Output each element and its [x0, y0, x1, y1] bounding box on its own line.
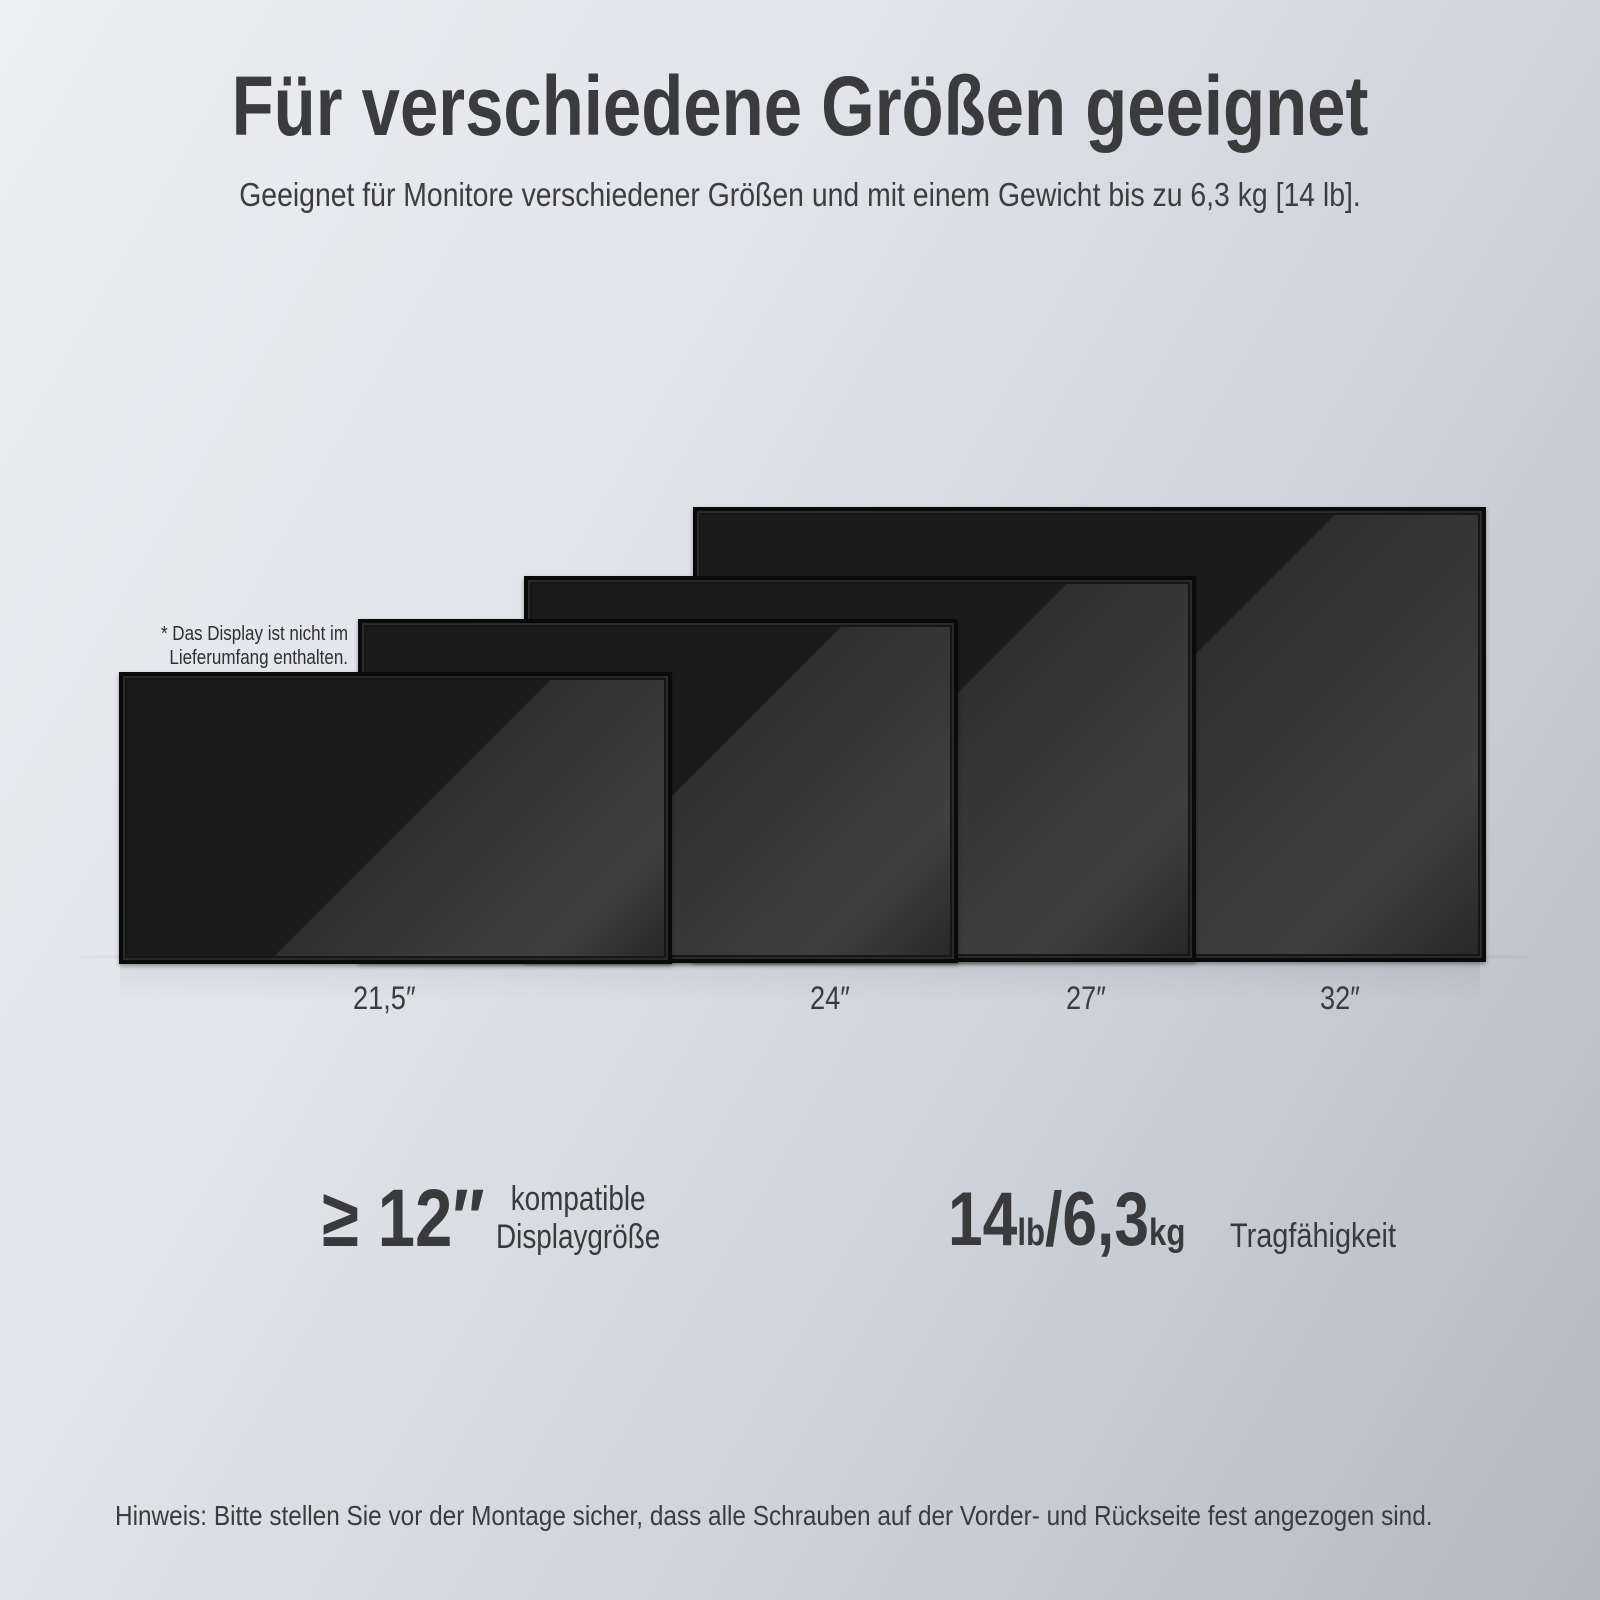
monitor-21-5	[119, 672, 672, 964]
page-subtitle: Geeignet für Monitore verschiedener Größ…	[239, 176, 1361, 213]
assembly-hint: Hinweis: Bitte stellen Sie vor der Monta…	[115, 1500, 1433, 1531]
page-title: Für verschiedene Größen geeignet	[231, 59, 1369, 153]
min-display-size-caption: kompatible Displaygröße	[496, 1180, 660, 1256]
load-capacity-value: 14lb/6,3kg	[948, 1180, 1185, 1281]
min-display-size-value: ≥ 12″	[322, 1173, 485, 1264]
monitor-21-5-screen	[127, 680, 664, 956]
note-line-2: Lieferumfang enthalten.	[169, 647, 348, 669]
display-not-included-note: * Das Display ist nicht im Lieferumfang …	[137, 622, 348, 670]
weight-value-lb: 14	[948, 1177, 1018, 1262]
size-caption-line-2: Displaygröße	[496, 1218, 661, 1256]
size-label-24: 24″	[810, 980, 850, 1016]
size-label-27: 27″	[1066, 980, 1106, 1016]
size-label-32: 32″	[1320, 980, 1360, 1016]
note-line-1: * Das Display ist nicht im	[160, 623, 348, 645]
size-caption-line-1: kompatible	[510, 1180, 646, 1218]
weight-separator: /	[1045, 1177, 1063, 1262]
weight-unit-kg: kg	[1148, 1212, 1186, 1254]
weight-unit-lb: lb	[1017, 1212, 1046, 1254]
size-label-21-5: 21,5″	[353, 980, 416, 1016]
floor-reflection	[120, 962, 1480, 1002]
load-capacity-caption: Tragfähigkeit	[1230, 1217, 1397, 1255]
weight-value-kg: 6,3	[1062, 1177, 1149, 1262]
